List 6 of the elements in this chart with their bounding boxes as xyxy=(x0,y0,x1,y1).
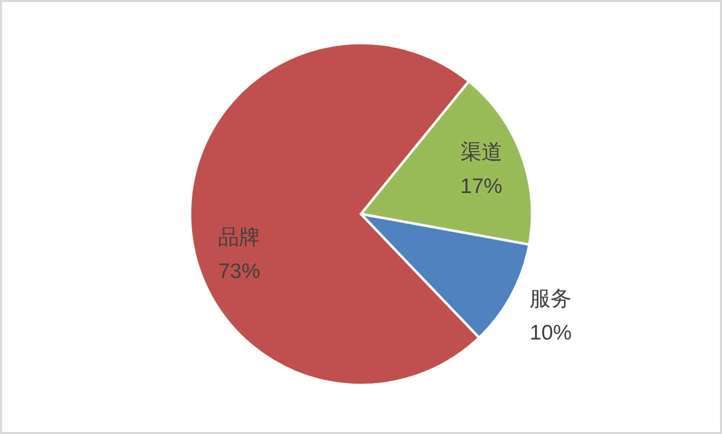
data-label: 10% xyxy=(530,322,572,345)
data-label: 73% xyxy=(218,260,260,283)
slice-label: 渠道 xyxy=(460,141,502,164)
data-label: 17% xyxy=(460,175,502,198)
slice-label: 品牌 xyxy=(218,226,260,249)
slice-label: 服务 xyxy=(530,288,572,311)
